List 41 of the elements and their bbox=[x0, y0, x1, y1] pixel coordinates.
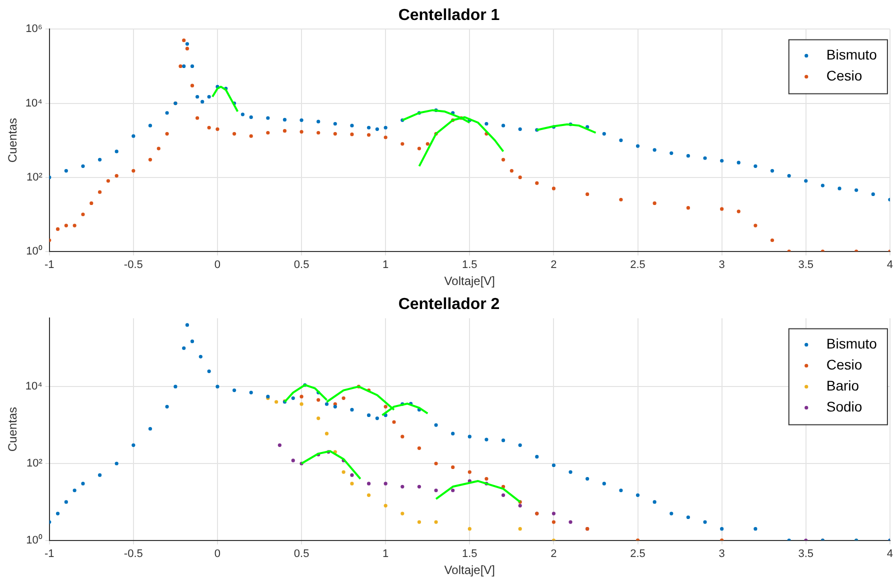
x-tick-label: 0 bbox=[214, 259, 221, 272]
chart-title: Centellador 2 bbox=[398, 296, 500, 314]
x-tick-label: -0.5 bbox=[124, 548, 143, 560]
x-axis-title: Voltaje[V] bbox=[444, 274, 496, 288]
x-tick-label: 3.5 bbox=[798, 548, 814, 560]
y-tick-label: 10⁰ bbox=[26, 244, 42, 258]
x-tick-label: -1 bbox=[44, 548, 54, 560]
y-tick-label: 10⁴ bbox=[25, 380, 43, 393]
x-tick-label: 2 bbox=[550, 548, 557, 560]
x-tick-label: 1 bbox=[382, 259, 389, 272]
x-tick-label: 3 bbox=[718, 259, 725, 272]
x-tick-label: 3 bbox=[718, 548, 725, 560]
x-tick-label: 2 bbox=[550, 259, 557, 272]
x-tick-label: 1 bbox=[382, 548, 389, 560]
x-tick-label: 4 bbox=[886, 548, 894, 560]
y-axis-title: Cuentas bbox=[6, 118, 20, 163]
x-tick-label: -0.5 bbox=[124, 259, 143, 272]
y-tick-label: 10² bbox=[26, 458, 43, 470]
x-axis-title: Voltaje[V] bbox=[444, 563, 496, 578]
x-tick-label: 1.5 bbox=[462, 548, 478, 560]
legend-label: Cesio bbox=[826, 356, 862, 373]
x-tick-label: 0 bbox=[214, 548, 221, 560]
legend-label: Bismuto bbox=[826, 46, 878, 63]
y-tick-label: 10² bbox=[26, 171, 43, 184]
legend-label: Bismuto bbox=[826, 336, 878, 352]
x-tick-label: -1 bbox=[44, 259, 54, 272]
x-tick-label: 0.5 bbox=[294, 548, 310, 560]
y-tick-label: 10⁰ bbox=[26, 533, 42, 546]
x-tick-label: 4 bbox=[886, 259, 894, 272]
y-axis-title: Cuentas bbox=[6, 406, 20, 452]
x-tick-label: 1.5 bbox=[462, 259, 478, 272]
y-tick-label: 10⁶ bbox=[26, 23, 42, 36]
chart-title: Centellador 1 bbox=[398, 7, 500, 24]
y-tick-label: 10⁴ bbox=[25, 97, 43, 110]
x-tick-label: 2.5 bbox=[630, 259, 646, 272]
legend-label: Cesio bbox=[826, 68, 862, 84]
legend-label: Sodio bbox=[826, 398, 862, 415]
x-tick-label: 2.5 bbox=[630, 548, 646, 560]
x-tick-label: 0.5 bbox=[294, 259, 310, 272]
legend-label: Bario bbox=[826, 378, 860, 394]
x-tick-label: 3.5 bbox=[798, 259, 814, 272]
